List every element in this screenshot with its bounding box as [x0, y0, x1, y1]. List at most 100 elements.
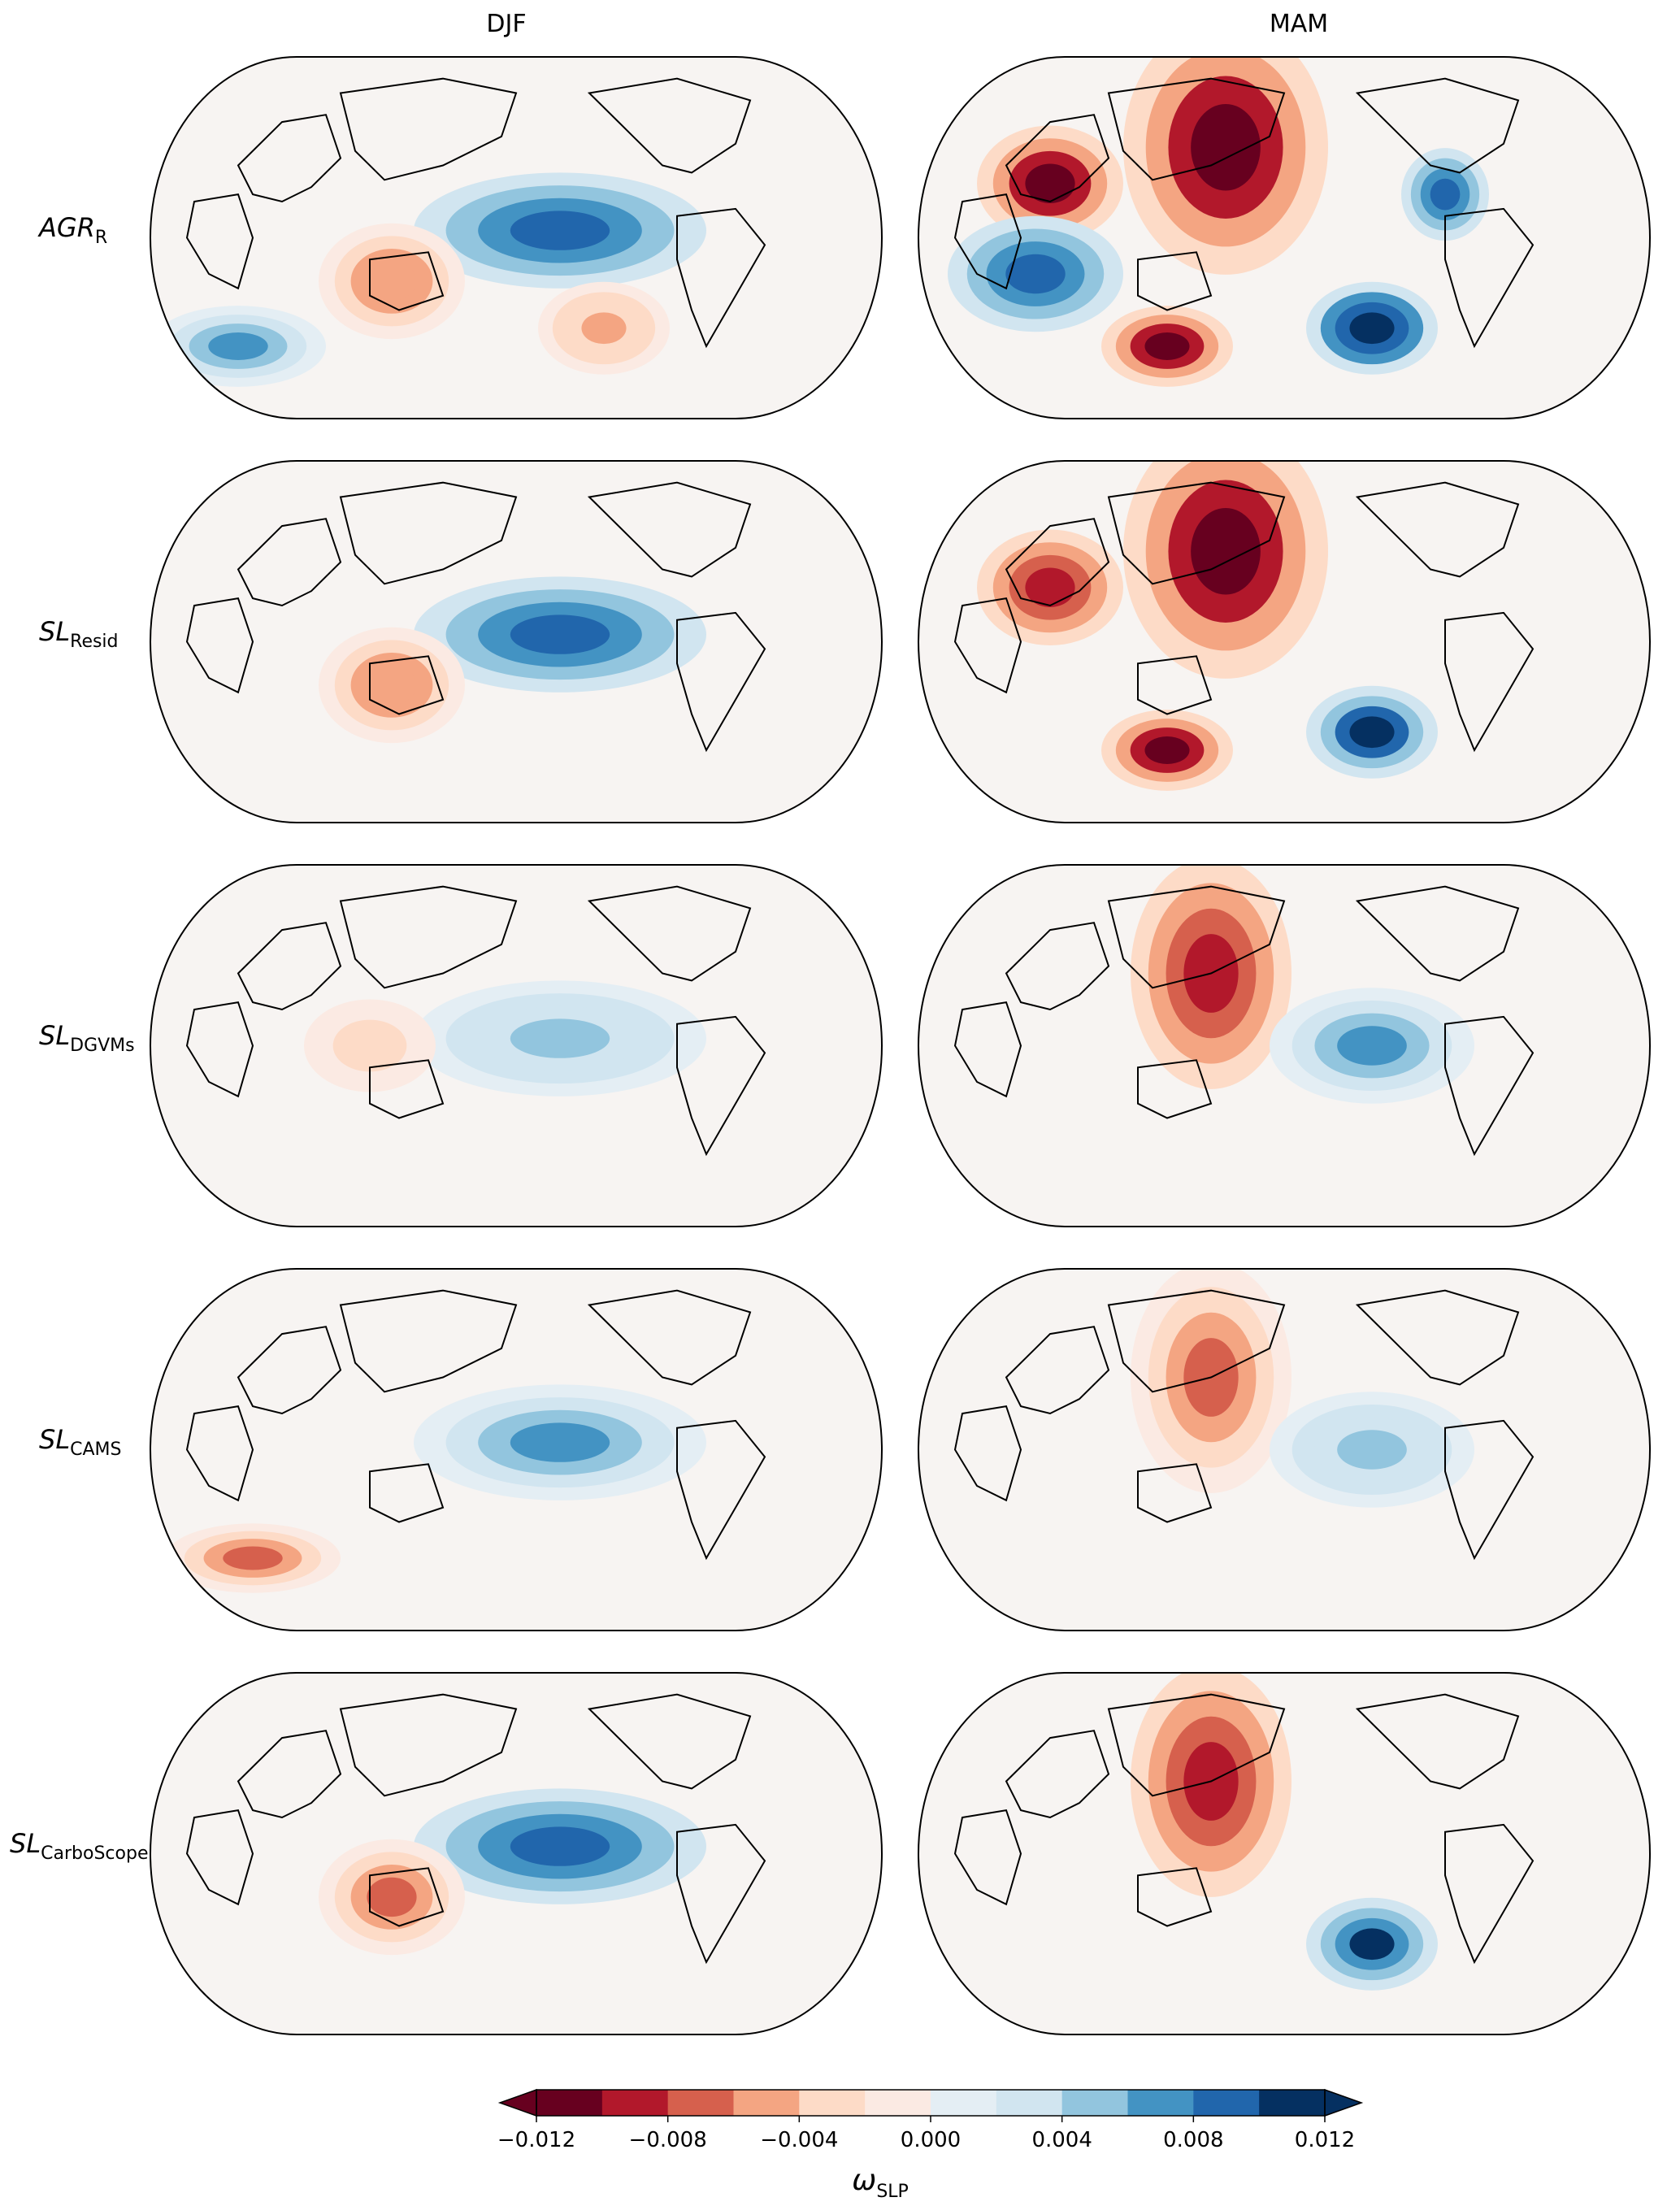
- map-border: [918, 1268, 1651, 1631]
- colorbar-segment: [996, 2090, 1063, 2116]
- colorbar-title-main: ω: [852, 2164, 877, 2197]
- row-label-sub: CAMS: [70, 1439, 122, 1460]
- colorbar-segment: [1061, 2090, 1128, 2116]
- anomaly-contour: [510, 1422, 610, 1462]
- coastline: [1444, 1015, 1535, 1157]
- colorbar: −0.012 −0.008 −0.004 0.000 0.004 0.008 0.012: [497, 2088, 1364, 2152]
- coastline: [953, 597, 1022, 694]
- column-title-djf: DJF: [486, 10, 527, 38]
- coastline: [953, 1809, 1022, 1906]
- row-label-sub: CarboScope: [41, 1843, 149, 1864]
- colorbar-tick-label: 0.012: [1295, 2128, 1355, 2152]
- map-background: [918, 1673, 1650, 2034]
- colorbar-segment: [536, 2090, 603, 2116]
- anomaly-contour: [1349, 312, 1395, 345]
- map-border: [918, 1672, 1651, 2035]
- colorbar-tick-label: −0.008: [629, 2128, 707, 2152]
- map-panel-sl-cams-djf: [150, 1269, 882, 1631]
- coastline: [1355, 481, 1520, 578]
- coastline: [237, 114, 342, 203]
- anomaly-contour: [1337, 1026, 1407, 1066]
- coastline: [1005, 922, 1110, 1011]
- coastline: [339, 1693, 518, 1797]
- map-border: [150, 1672, 883, 2035]
- anomaly-contour: [1005, 254, 1066, 294]
- anomaly-contour: [367, 1877, 417, 1917]
- anomaly-contour: [581, 312, 627, 345]
- map-border: [150, 864, 883, 1227]
- coastline: [369, 1463, 445, 1523]
- row-label-sub: DGVMs: [70, 1035, 135, 1056]
- coastline: [953, 1001, 1022, 1098]
- coastline: [369, 1867, 445, 1927]
- coastline: [339, 885, 518, 989]
- map-panel-sl-resid-djf: [150, 461, 882, 823]
- map-panel-sl-cams-mam: [918, 1269, 1650, 1631]
- colorbar-extend-high: [1324, 2088, 1364, 2117]
- coastline: [1107, 885, 1286, 989]
- coastline: [185, 597, 254, 694]
- coastline: [587, 1289, 752, 1386]
- colorbar-title-sub: SLP: [876, 2182, 909, 2202]
- anomaly-contour: [1025, 163, 1075, 203]
- coastline: [1005, 1326, 1110, 1415]
- row-label-3: SLCAMS: [39, 1423, 122, 1460]
- colorbar-segment: [1127, 2090, 1194, 2116]
- anomaly-contour: [1144, 736, 1190, 764]
- anomaly-contour: [1337, 1430, 1407, 1470]
- coastline: [1107, 1289, 1286, 1393]
- coastline: [1444, 1823, 1535, 1965]
- coastline: [339, 1289, 518, 1393]
- coastline: [1444, 1419, 1535, 1561]
- row-label-sub: R: [94, 227, 108, 248]
- map-panel-sl-dgvms-mam: [918, 865, 1650, 1227]
- coastline: [1005, 114, 1110, 203]
- coastline: [369, 251, 445, 311]
- coastline: [676, 207, 766, 349]
- map-border: [150, 56, 883, 419]
- coastline: [587, 885, 752, 982]
- coastline: [1137, 1867, 1213, 1927]
- coastline: [369, 655, 445, 715]
- row-label-main: SL: [39, 1423, 71, 1455]
- coastline: [1355, 885, 1520, 982]
- colorbar-segment: [601, 2090, 669, 2116]
- colorbar-segment: [1193, 2090, 1260, 2116]
- colorbar-tick-label: 0.000: [901, 2128, 961, 2152]
- coastline: [339, 481, 518, 585]
- anomaly-contour: [510, 1826, 610, 1866]
- map-panel-agr-r-mam: [918, 57, 1650, 419]
- anomaly-contour: [1144, 332, 1190, 360]
- anomaly-contour: [1191, 103, 1261, 191]
- map-panel-sl-dgvms-djf: [150, 865, 882, 1227]
- anomaly-contour: [510, 211, 610, 250]
- coastline: [1005, 1730, 1110, 1819]
- colorbar-extend-low: [497, 2088, 537, 2117]
- row-label-main: SL: [39, 1019, 71, 1051]
- coastline: [953, 1405, 1022, 1502]
- coastline: [237, 1730, 342, 1819]
- coastline: [339, 77, 518, 181]
- map-panel-sl-carboscope-mam: [918, 1673, 1650, 2034]
- map-border: [918, 56, 1651, 419]
- colorbar-title: ωSLP: [852, 2164, 909, 2202]
- anomaly-contour: [1191, 507, 1261, 595]
- colorbar-segment: [865, 2090, 931, 2116]
- map-panels: [150, 56, 1651, 2035]
- colorbar-segment: [733, 2090, 800, 2116]
- anomaly-contour: [223, 1546, 283, 1570]
- coastline: [1137, 251, 1213, 311]
- row-label-2: SLDGVMs: [39, 1019, 135, 1056]
- row-label-main: SL: [39, 615, 71, 647]
- coastline: [676, 1015, 766, 1157]
- map-panel-agr-r-djf: [150, 57, 882, 419]
- colorbar-segment: [667, 2090, 734, 2116]
- coastline: [676, 611, 766, 753]
- coastline: [185, 1001, 254, 1098]
- coastline: [185, 193, 254, 290]
- row-label-main: SL: [10, 1827, 41, 1859]
- anomaly-contour: [1349, 1928, 1395, 1961]
- coastline: [1137, 1059, 1213, 1119]
- coastline: [587, 481, 752, 578]
- row-label-main: AGR: [39, 211, 95, 243]
